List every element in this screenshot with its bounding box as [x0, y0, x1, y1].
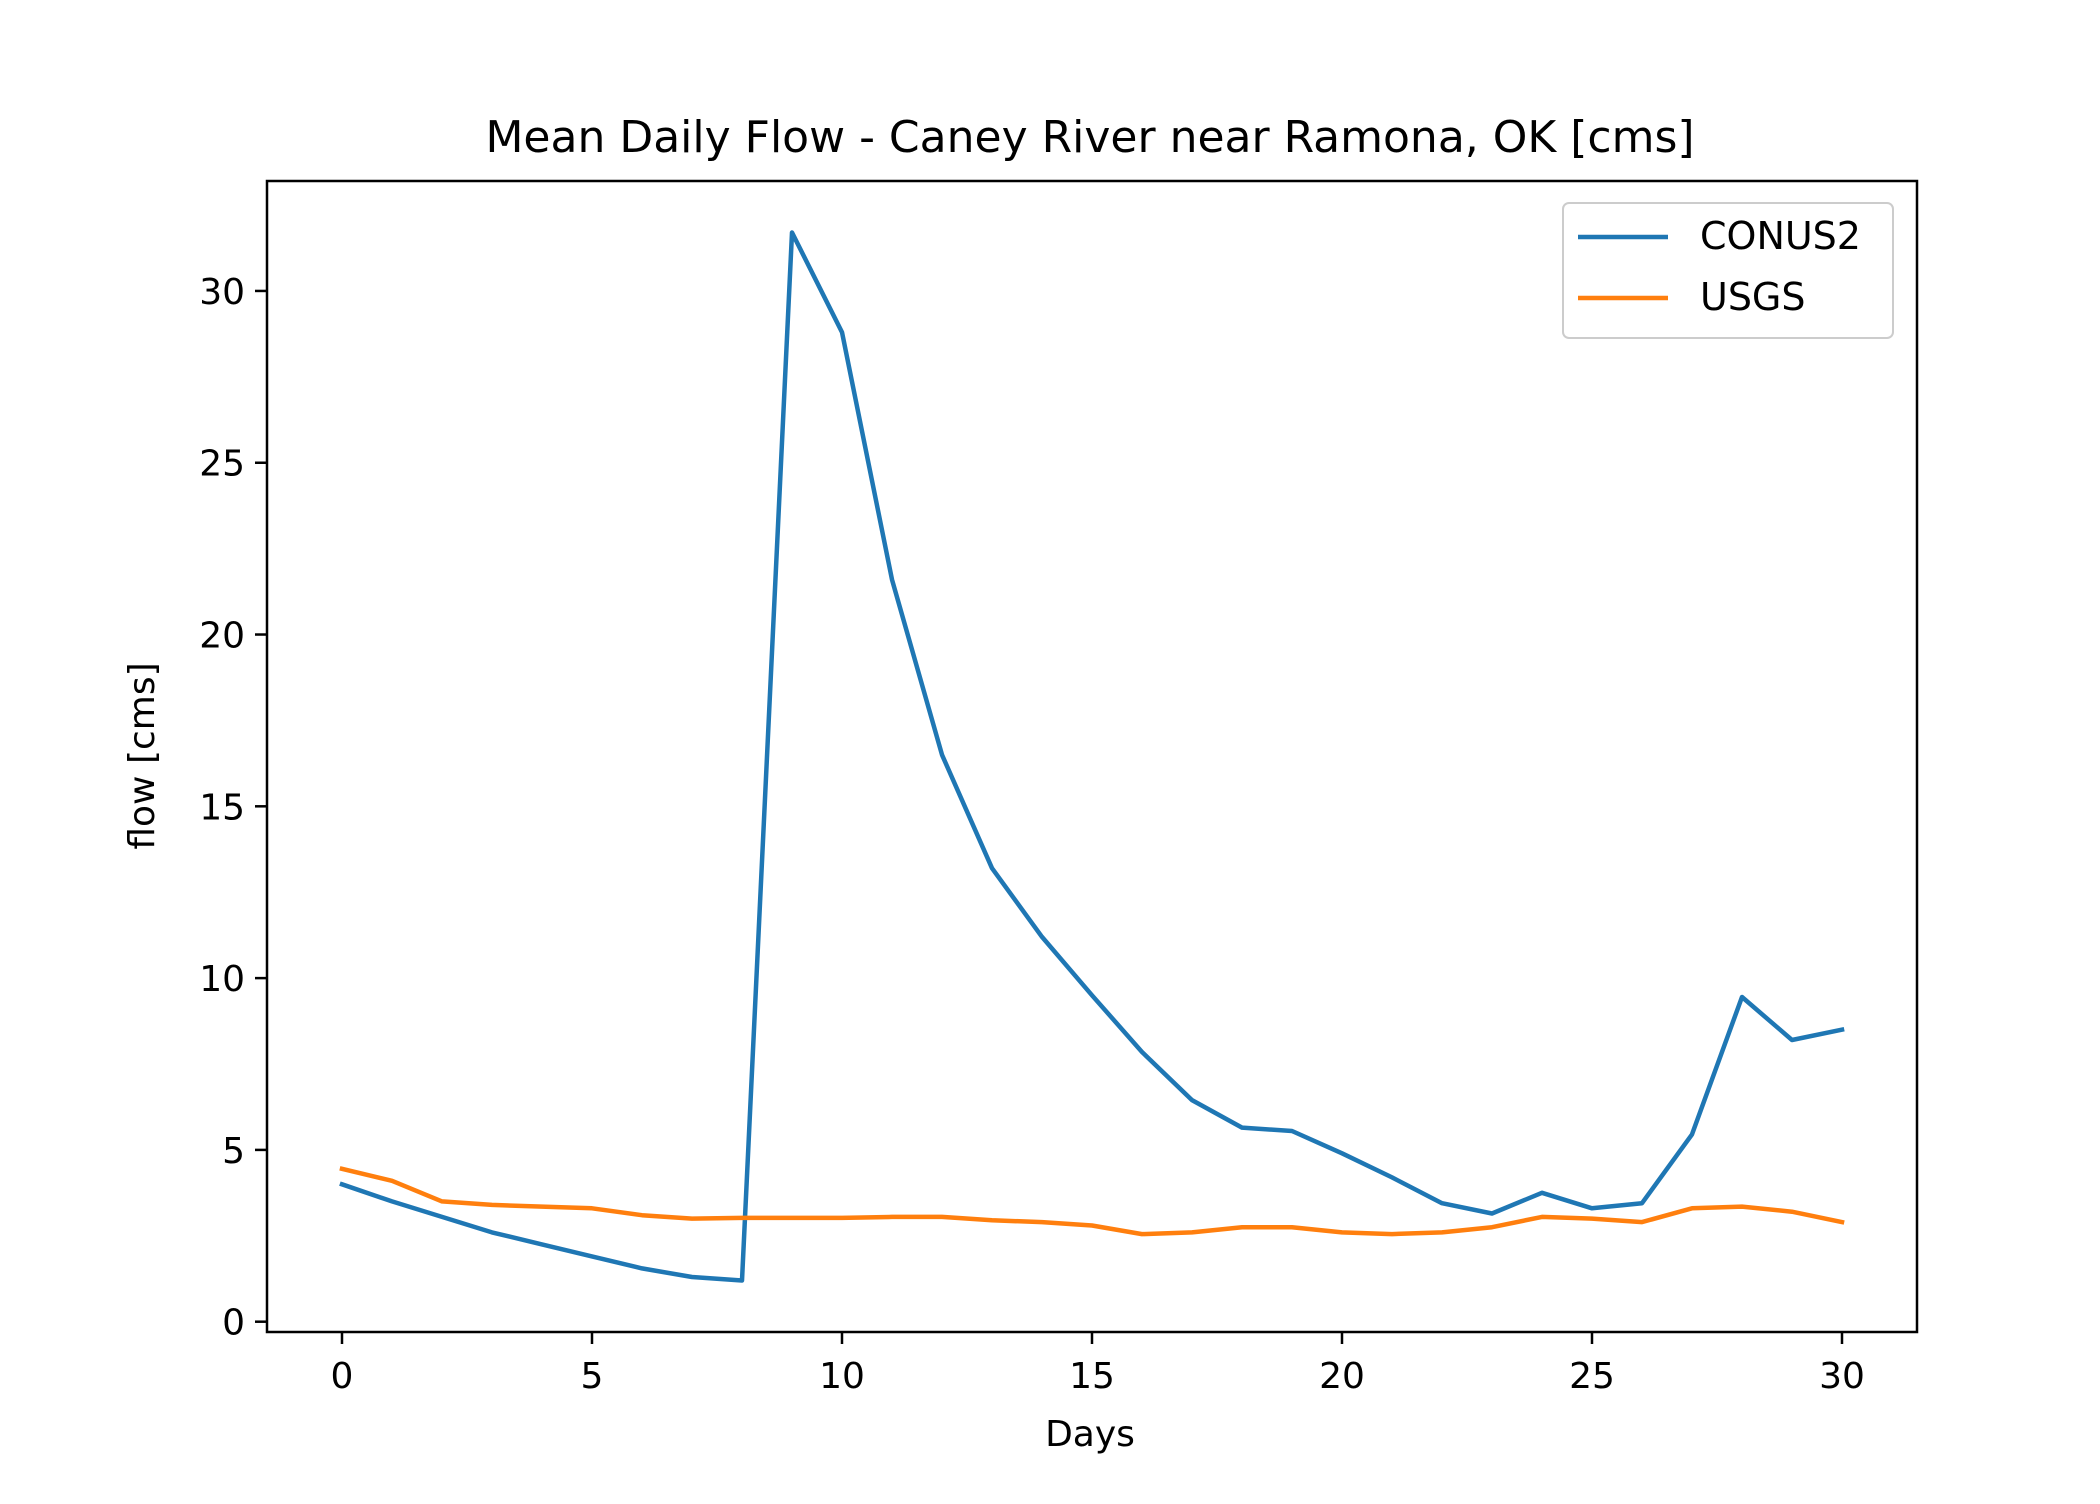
y-tick-label: 5 [222, 1131, 245, 1172]
series-group [339, 230, 1845, 1283]
y-axis-label: flow [cms] [122, 662, 163, 849]
y-tick-label: 15 [199, 787, 245, 828]
y-tick-label: 25 [199, 444, 245, 485]
x-tick-label: 5 [581, 1356, 604, 1397]
legend: CONUS2 USGS [1562, 202, 1894, 339]
x-tick-label: 0 [331, 1356, 354, 1397]
y-tick-label: 0 [222, 1303, 245, 1344]
series-line-usgs [339, 1166, 1845, 1237]
y-axis-ticks: 0 5 10 15 20 25 30 [199, 272, 267, 1344]
y-tick-label: 10 [199, 959, 245, 1000]
x-axis-label: Days [1045, 1414, 1135, 1455]
x-axis-ticks: 0 5 10 15 20 25 30 [331, 1332, 1865, 1397]
chart-title: Mean Daily Flow - Caney River near Ramon… [485, 112, 1694, 163]
x-tick-label: 20 [1319, 1356, 1365, 1397]
legend-label-conus2: CONUS2 [1700, 214, 1861, 258]
y-tick-label: 30 [199, 272, 245, 313]
x-tick-label: 30 [1819, 1356, 1865, 1397]
x-tick-label: 25 [1569, 1356, 1615, 1397]
y-tick-label: 20 [199, 616, 245, 657]
x-tick-label: 15 [1069, 1356, 1115, 1397]
x-tick-label: 10 [819, 1356, 865, 1397]
series-line-conus2 [339, 230, 1845, 1283]
legend-label-usgs: USGS [1700, 275, 1806, 319]
